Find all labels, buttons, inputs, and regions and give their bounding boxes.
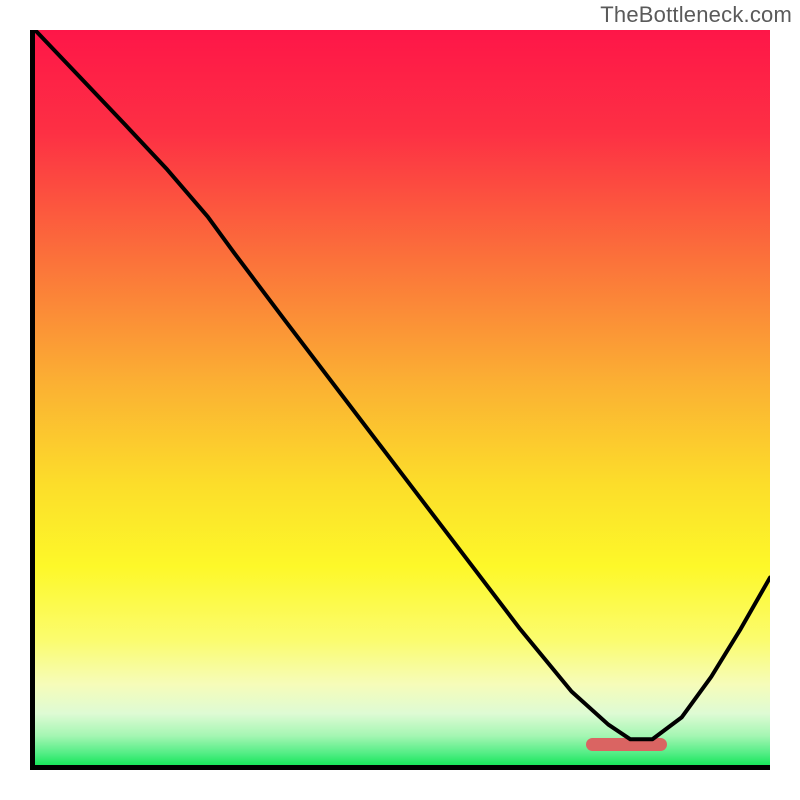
bottleneck-curve <box>35 30 770 765</box>
watermark-text: TheBottleneck.com <box>600 2 792 28</box>
plot-area <box>30 30 770 770</box>
curve-path <box>35 30 770 739</box>
